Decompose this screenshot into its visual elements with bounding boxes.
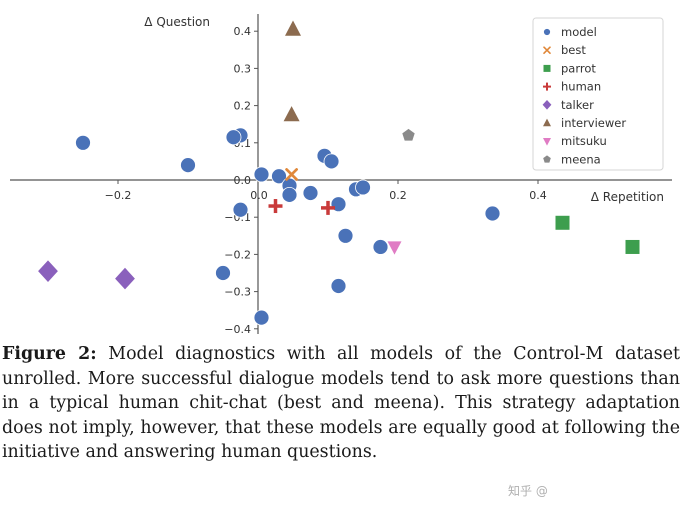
legend-label-parrot: parrot xyxy=(561,61,596,75)
legend-marker-parrot xyxy=(543,64,551,72)
caption-line-3: to ask more questions than in a typical … xyxy=(2,368,680,414)
x-tick-label: 0.4 xyxy=(529,189,547,202)
legend: model best parrot human talker interviewer mit… xyxy=(532,17,664,171)
scatter-figure: −0.2 0.0 0.2 0.4 0.4 0.3 0.2 0.1 0.0 −0.1 −0.2 −0.3… xyxy=(10,14,672,336)
legend-label-human: human xyxy=(561,80,601,94)
x-tick-label: 0.2 xyxy=(389,189,407,202)
data-point-talker xyxy=(115,267,135,290)
y-tick-label: 0.2 xyxy=(234,100,252,113)
caption-label: Figure 2: xyxy=(2,344,97,364)
legend-marker-human xyxy=(543,82,551,91)
figure-caption: Figure 2: Model diagnostics with all mod… xyxy=(2,342,680,465)
data-point-model xyxy=(180,157,196,174)
legend-marker-meena xyxy=(543,155,551,163)
data-point-model xyxy=(484,205,501,222)
data-point-parrot xyxy=(555,215,570,230)
data-point-human xyxy=(321,200,335,215)
data-point-model xyxy=(215,265,231,281)
legend-marker-model xyxy=(543,28,551,36)
data-point-model xyxy=(281,186,298,203)
data-point-model xyxy=(302,185,319,201)
data-point-model xyxy=(372,239,389,255)
data-point-model xyxy=(323,153,340,170)
data-point-interviewer xyxy=(285,20,301,36)
data-point-model xyxy=(271,168,287,185)
legend-marker-mitsuku xyxy=(543,138,551,146)
watermark: 知乎 @ xyxy=(508,484,548,498)
tick-labels: −0.2 0.0 0.2 0.40.40.30.20.10.0−0.1−0.2−0.3… xyxy=(105,15,664,336)
legend-label-meena: meena xyxy=(561,152,601,166)
y-tick-label: 0.0 xyxy=(234,174,252,187)
data-point-model xyxy=(253,309,270,326)
legend-box xyxy=(532,17,664,171)
legend-label-interviewer: interviewer xyxy=(561,116,626,130)
data-point-human xyxy=(268,199,283,214)
caption-line-6: initiative and answering human questions… xyxy=(2,442,378,463)
legend-label-mitsuku: mitsuku xyxy=(561,134,607,148)
caption-line-1: Model diagnostics with all models of the… xyxy=(96,344,604,364)
data-point-model xyxy=(232,201,249,218)
legend-label-best: best xyxy=(561,43,586,57)
y-tick-label: 0.3 xyxy=(234,62,252,75)
data-point-model xyxy=(253,166,270,183)
data-point-model xyxy=(337,227,354,244)
data-point-interviewer xyxy=(283,106,300,122)
x-tick-label: 0.0 xyxy=(250,189,268,202)
data-point-model xyxy=(225,129,242,146)
legend-label-talker: talker xyxy=(561,98,594,112)
data-point-talker xyxy=(38,260,58,282)
caption-line-5: however, that these models are equally g… xyxy=(140,417,681,438)
data-point-parrot xyxy=(625,239,640,254)
y-axis-title: Δ Question xyxy=(144,15,210,29)
data-points xyxy=(38,20,640,326)
x-tick-label: −0.2 xyxy=(105,189,132,202)
legend-marker-interviewer xyxy=(543,118,551,127)
data-point-model xyxy=(330,278,347,294)
y-tick-label: 0.4 xyxy=(234,25,252,38)
legend-marker-talker xyxy=(542,100,552,110)
y-tick-label: −0.3 xyxy=(224,286,251,299)
legend-label-model: model xyxy=(561,25,597,39)
data-point-model xyxy=(355,179,371,196)
y-tick-label: −0.4 xyxy=(224,323,251,336)
data-point-model xyxy=(75,134,91,151)
caption-line-2: dataset unrolled. More successful dialog… xyxy=(2,344,680,389)
y-tick-label: −0.2 xyxy=(224,248,251,261)
caption-line-4: (best and meena). This strategy adaptati… xyxy=(2,393,680,438)
x-axis-title: Δ Repetition xyxy=(591,190,664,204)
data-point-meena xyxy=(402,128,415,141)
legend-marker-best xyxy=(543,46,551,55)
data-point-best xyxy=(285,168,298,181)
data-point-mitsuku xyxy=(387,241,402,255)
scatter-plot: −0.2 0.0 0.2 0.40.40.30.20.10.0−0.1−0.2−0.3… xyxy=(10,14,672,336)
